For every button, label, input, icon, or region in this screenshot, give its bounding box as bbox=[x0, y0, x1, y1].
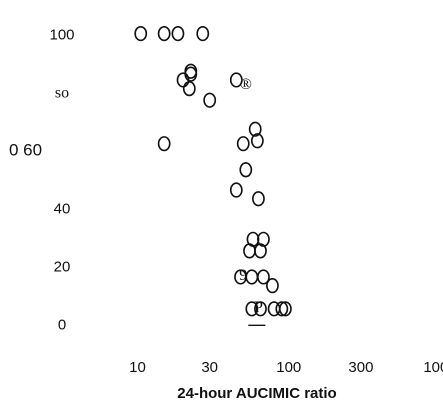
x-axis-ticks: 10 30 100 300 1000 bbox=[129, 359, 443, 376]
data-point bbox=[245, 301, 259, 317]
y-tick-label: 0 60 bbox=[9, 140, 42, 159]
data-point bbox=[250, 133, 264, 149]
data-point bbox=[254, 243, 267, 259]
x-tick-label: 100 bbox=[276, 359, 301, 376]
x-tick-label: 1000 bbox=[423, 359, 443, 376]
annotation-glyph: ® bbox=[240, 76, 252, 93]
data-point bbox=[236, 136, 250, 152]
y-tick-label: 0 bbox=[58, 316, 66, 333]
data-point bbox=[134, 25, 148, 42]
data-points bbox=[134, 25, 292, 317]
data-point bbox=[229, 182, 243, 198]
data-point bbox=[278, 301, 292, 317]
data-point bbox=[157, 25, 171, 42]
x-axis-label: 24-hour AUCIMIC ratio bbox=[177, 385, 336, 402]
data-point bbox=[257, 269, 270, 285]
data-point bbox=[243, 243, 256, 259]
annotation-glyph: P bbox=[254, 299, 263, 316]
data-point bbox=[252, 191, 265, 207]
data-point bbox=[254, 301, 267, 317]
annotations: ® 9P bbox=[239, 76, 266, 327]
data-point bbox=[245, 269, 259, 285]
y-tick-label: 20 bbox=[54, 258, 71, 275]
data-point bbox=[248, 121, 262, 137]
x-tick-label: 10 bbox=[129, 359, 146, 376]
data-point bbox=[266, 278, 279, 294]
x-tick-label: 300 bbox=[348, 359, 373, 376]
data-point bbox=[171, 25, 185, 42]
y-tick-label: 40 bbox=[54, 200, 71, 217]
data-point bbox=[157, 136, 171, 152]
data-point bbox=[239, 162, 253, 178]
y-tick-label: 100 bbox=[49, 27, 74, 44]
data-point bbox=[184, 63, 198, 79]
data-point bbox=[182, 81, 196, 97]
data-point bbox=[203, 92, 217, 108]
data-point bbox=[196, 25, 210, 42]
y-axis-ticks: 100 so 0 60 40 20 0 bbox=[9, 27, 75, 334]
data-point bbox=[229, 72, 243, 88]
annotation-glyph: 9 bbox=[239, 267, 247, 284]
x-tick-label: 30 bbox=[201, 359, 218, 376]
y-tick-label: so bbox=[55, 85, 69, 102]
data-point bbox=[275, 301, 289, 317]
